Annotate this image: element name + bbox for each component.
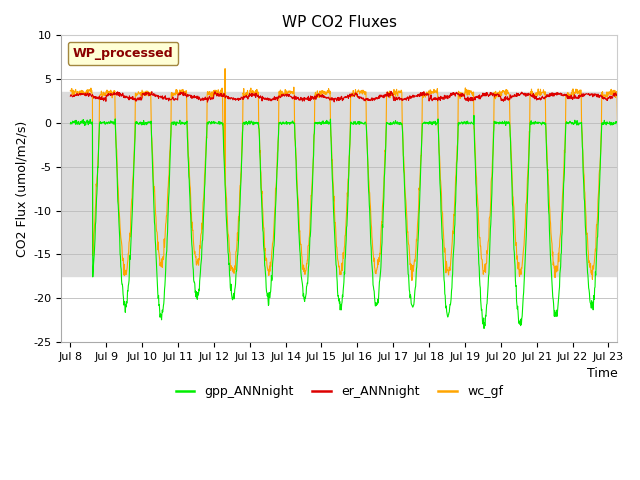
er_ANNnight xyxy=(67,93,74,99)
Legend: gpp_ANNnight, er_ANNnight, wc_gf: gpp_ANNnight, er_ANNnight, wc_gf xyxy=(171,380,508,403)
Line: wc_gf: wc_gf xyxy=(70,69,640,280)
gpp_ANNnight xyxy=(493,120,501,125)
gpp_ANNnight xyxy=(67,121,74,127)
Line: gpp_ANNnight: gpp_ANNnight xyxy=(70,115,640,328)
wc_gf xyxy=(577,90,585,96)
wc_gf xyxy=(342,210,350,216)
wc_gf xyxy=(67,88,74,94)
gpp_ANNnight xyxy=(342,238,350,243)
er_ANNnight xyxy=(493,92,501,97)
wc_gf xyxy=(156,263,164,269)
Title: WP CO2 Fluxes: WP CO2 Fluxes xyxy=(282,15,397,30)
wc_gf xyxy=(408,277,416,283)
wc_gf xyxy=(221,66,229,72)
gpp_ANNnight xyxy=(577,120,585,126)
gpp_ANNnight xyxy=(634,128,640,134)
er_ANNnight xyxy=(577,94,585,99)
wc_gf xyxy=(634,132,640,138)
Bar xyxy=(61,92,618,276)
X-axis label: Time: Time xyxy=(587,367,618,380)
gpp_ANNnight xyxy=(332,244,339,250)
Line: er_ANNnight: er_ANNnight xyxy=(70,91,640,102)
er_ANNnight xyxy=(156,94,164,99)
gpp_ANNnight xyxy=(470,112,478,118)
er_ANNnight xyxy=(204,99,211,105)
er_ANNnight xyxy=(342,94,350,100)
Y-axis label: CO2 Flux (umol/m2/s): CO2 Flux (umol/m2/s) xyxy=(15,120,28,257)
er_ANNnight xyxy=(387,88,395,94)
gpp_ANNnight xyxy=(156,314,164,320)
gpp_ANNnight xyxy=(480,325,488,331)
wc_gf xyxy=(493,92,501,97)
er_ANNnight xyxy=(634,94,640,100)
wc_gf xyxy=(332,226,340,232)
er_ANNnight xyxy=(332,96,340,102)
